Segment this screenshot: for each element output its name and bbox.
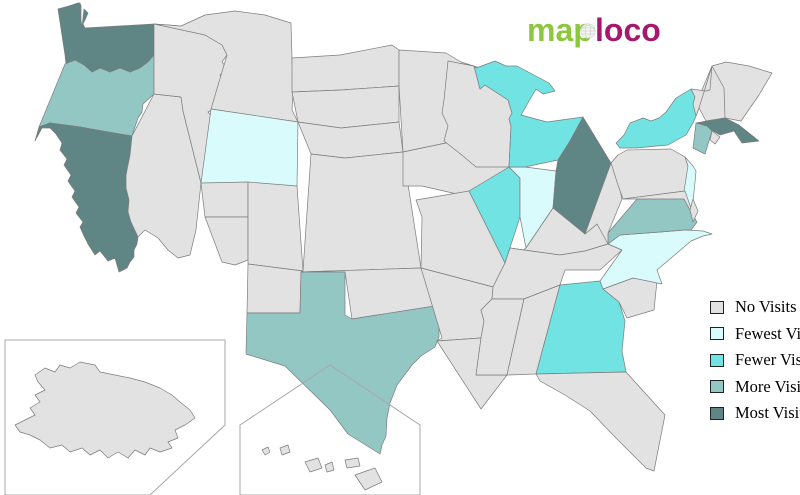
svg-text:loco: loco <box>595 12 661 48</box>
